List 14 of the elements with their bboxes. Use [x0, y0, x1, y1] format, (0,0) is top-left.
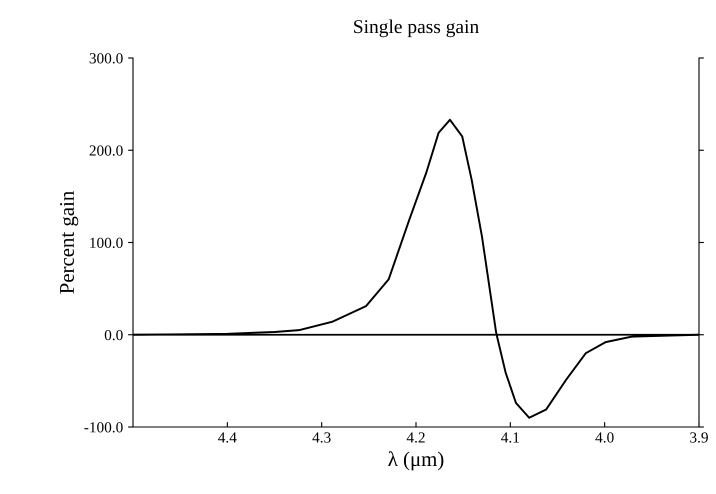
x-tick-label: 4.0 [595, 432, 614, 443]
y-tick-label: 100.0 [90, 238, 123, 248]
y-axis-title: Percent gain [60, 191, 78, 294]
x-tick-label: 3.9 [690, 432, 708, 443]
y-tick-label: 0.0 [104, 330, 123, 340]
chart-title: Single pass gain [354, 20, 479, 38]
x-tick-label: 4.3 [312, 432, 331, 443]
x-tick-label: 4.4 [218, 432, 237, 443]
y-tick-label: 200.0 [90, 145, 123, 156]
x-tick-label: 4.1 [501, 432, 519, 443]
y-tick-label: -100.0 [84, 422, 123, 433]
y-tick-label: 300.0 [90, 53, 123, 64]
x-axis-title: λ (μm) [388, 451, 444, 470]
x-tick-label: 4.2 [406, 432, 425, 443]
